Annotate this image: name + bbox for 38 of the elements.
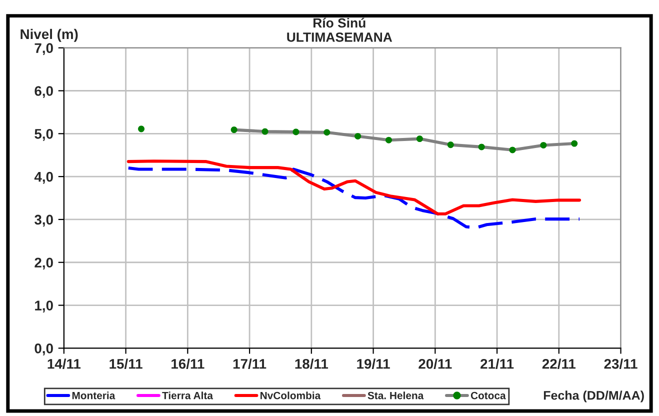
- x-tick-label: 19/11: [357, 358, 390, 369]
- x-tick-label: 15/11: [110, 358, 142, 369]
- legend-label: Cotoca: [470, 392, 506, 400]
- point: [416, 136, 423, 142]
- point: [447, 142, 454, 148]
- y-tick-label: 7,0: [34, 43, 53, 56]
- x-tick-label: 16/11: [172, 358, 204, 369]
- x-axis-title: Fecha (DD/M/AA): [544, 390, 644, 402]
- y-tick-label: 5,0: [34, 128, 53, 141]
- legend-label: Tierra Alta: [162, 392, 214, 400]
- point: [509, 146, 516, 154]
- x-tick-label: 14/11: [48, 358, 81, 369]
- y-tick-label: 1,0: [35, 300, 53, 312]
- point: [354, 132, 362, 140]
- chart-title: Río Sinú ULTIMASEMANA: [287, 18, 392, 42]
- x-tick-label: 21/11: [480, 358, 514, 369]
- x-tick-label: 20/11: [418, 358, 452, 369]
- x-tick-label: 18/11: [295, 358, 328, 369]
- y-tick-label: 4,0: [34, 172, 53, 184]
- y-tick-label: 0,0: [34, 344, 53, 356]
- legend-label: Sta. Helena: [368, 392, 424, 400]
- point: [262, 128, 268, 135]
- point: [292, 128, 300, 136]
- y-tick-label: 3,0: [34, 214, 53, 227]
- legend-label: Monteria: [72, 392, 116, 400]
- x-tick-label: 17/11: [233, 358, 266, 369]
- x-tick-label: 22/11: [542, 358, 576, 369]
- legend-label: NvColombia: [260, 392, 321, 400]
- x-tick-label: 23/11: [604, 358, 638, 369]
- point: [324, 129, 330, 136]
- y-tick-label: 2,0: [34, 258, 53, 270]
- point: [540, 142, 547, 148]
- point: [571, 140, 578, 147]
- y-axis-title: Nivel (m): [20, 28, 78, 42]
- y-tick-label: 6,0: [34, 86, 53, 98]
- point: [230, 126, 238, 134]
- point: [478, 144, 485, 150]
- point: [386, 136, 392, 144]
